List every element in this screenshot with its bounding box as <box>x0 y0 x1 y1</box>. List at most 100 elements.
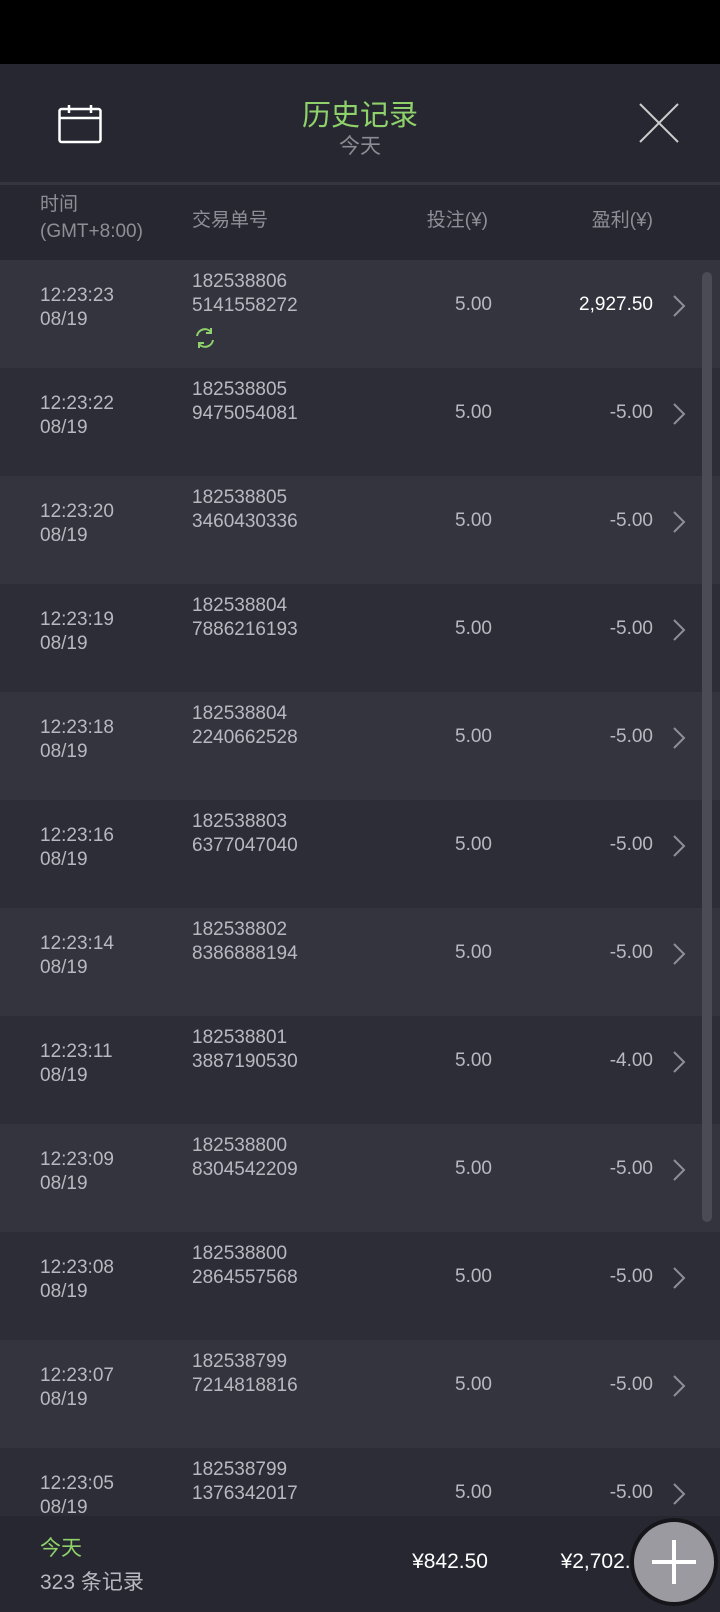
table-row[interactable]: 12:23:18 08/19 182538804 2240662528 5.00 -… <box>0 692 720 800</box>
profit-amount: -5.00 <box>609 510 653 531</box>
order-id-part1: 182538805 <box>192 379 288 400</box>
table-row[interactable]: 12:23:19 08/19 182538804 7886216193 5.00 -… <box>0 584 720 692</box>
chevron-right-icon[interactable] <box>672 510 686 534</box>
time-text: 12:23:14 <box>40 933 114 954</box>
chevron-right-icon[interactable] <box>672 1158 686 1182</box>
bet-amount: 5.00 <box>455 1050 492 1071</box>
row-time: 12:23:19 08/19 <box>40 608 114 656</box>
col-time: 时间 <box>40 194 79 215</box>
chevron-right-icon[interactable] <box>672 402 686 426</box>
row-time: 12:23:05 08/19 <box>40 1472 114 1516</box>
date-text: 08/19 <box>40 957 88 978</box>
table-row[interactable]: 12:23:14 08/19 182538802 8386888194 5.00 -… <box>0 908 720 1016</box>
bet-amount: 5.00 <box>455 834 492 855</box>
profit-amount: -5.00 <box>609 1482 653 1503</box>
header: 历史记录 今天 <box>0 64 720 185</box>
order-id-part1: 182538799 <box>192 1351 288 1372</box>
order-id-part2: 3887190530 <box>192 1051 298 1072</box>
chevron-right-icon[interactable] <box>672 1482 686 1506</box>
chevron-right-icon[interactable] <box>672 834 686 858</box>
chevron-right-icon[interactable] <box>672 726 686 750</box>
table-row[interactable]: 12:23:11 08/19 182538801 3887190530 5.00 -… <box>0 1016 720 1124</box>
date-text: 08/19 <box>40 1497 88 1516</box>
order-id-part2: 9475054081 <box>192 403 298 424</box>
chevron-right-icon[interactable] <box>672 1374 686 1398</box>
footer-period: 今天 <box>40 1537 82 1560</box>
record-count: 323 条记录 <box>40 1571 144 1594</box>
order-id: 182538802 8386888194 <box>192 918 298 966</box>
bet-amount: 5.00 <box>455 510 492 531</box>
time-text: 12:23:22 <box>40 393 114 414</box>
page-subtitle[interactable]: 今天 <box>339 135 381 158</box>
order-id: 182538804 2240662528 <box>192 702 298 750</box>
bet-amount: 5.00 <box>455 618 492 639</box>
time-text: 12:23:09 <box>40 1149 114 1170</box>
profit-amount: -5.00 <box>609 942 653 963</box>
table-row[interactable]: 12:23:20 08/19 182538805 3460430336 5.00 -… <box>0 476 720 584</box>
profit-amount: -5.00 <box>609 1158 653 1179</box>
date-text: 08/19 <box>40 1065 88 1086</box>
row-time: 12:23:23 08/19 <box>40 284 114 332</box>
time-text: 12:23:18 <box>40 717 114 738</box>
order-id-part1: 182538805 <box>192 487 288 508</box>
chevron-right-icon[interactable] <box>672 294 686 318</box>
scrollbar[interactable] <box>702 272 712 1222</box>
row-time: 12:23:22 08/19 <box>40 392 114 440</box>
order-id-part2: 3460430336 <box>192 511 298 532</box>
history-list: 12:23:23 08/19 182538806 5141558272 5.00 2… <box>0 260 720 1516</box>
col-timezone: (GMT+8:00) <box>40 221 143 242</box>
calendar-icon[interactable] <box>58 104 102 144</box>
bet-amount: 5.00 <box>455 1266 492 1287</box>
date-text: 08/19 <box>40 417 88 438</box>
order-id-part2: 5141558272 <box>192 295 298 316</box>
chevron-right-icon[interactable] <box>672 618 686 642</box>
time-text: 12:23:07 <box>40 1365 114 1386</box>
row-time: 12:23:20 08/19 <box>40 500 114 548</box>
profit-amount: -5.00 <box>609 618 653 639</box>
order-id: 182538804 7886216193 <box>192 594 298 642</box>
order-id: 182538799 7214818816 <box>192 1350 298 1398</box>
table-row[interactable]: 12:23:07 08/19 182538799 7214818816 5.00 -… <box>0 1340 720 1448</box>
time-text: 12:23:08 <box>40 1257 114 1278</box>
chevron-right-icon[interactable] <box>672 942 686 966</box>
profit-amount: 2,927.50 <box>579 294 653 315</box>
table-row[interactable]: 12:23:16 08/19 182538803 6377047040 5.00 -… <box>0 800 720 908</box>
date-text: 08/19 <box>40 309 88 330</box>
order-id-part1: 182538799 <box>192 1459 288 1480</box>
order-id-part2: 8386888194 <box>192 943 298 964</box>
order-id-part1: 182538802 <box>192 919 288 940</box>
table-row[interactable]: 12:23:09 08/19 182538800 8304542209 5.00 -… <box>0 1124 720 1232</box>
bet-amount: 5.00 <box>455 942 492 963</box>
profit-amount: -5.00 <box>609 402 653 423</box>
order-id: 182538805 3460430336 <box>192 486 298 534</box>
order-id-part1: 182538801 <box>192 1027 288 1048</box>
order-id: 182538800 8304542209 <box>192 1134 298 1182</box>
table-row[interactable]: 12:23:22 08/19 182538805 9475054081 5.00 -… <box>0 368 720 476</box>
order-id-part1: 182538806 <box>192 271 288 292</box>
chevron-right-icon[interactable] <box>672 1050 686 1074</box>
time-text: 12:23:11 <box>40 1041 113 1062</box>
time-text: 12:23:20 <box>40 501 114 522</box>
close-icon[interactable] <box>638 102 680 144</box>
add-button[interactable] <box>630 1518 718 1606</box>
profit-amount: -5.00 <box>609 726 653 747</box>
order-id: 182538800 2864557568 <box>192 1242 298 1290</box>
profit-amount: -5.00 <box>609 1374 653 1395</box>
order-id: 182538806 5141558272 <box>192 270 298 318</box>
table-row[interactable]: 12:23:23 08/19 182538806 5141558272 5.00 2… <box>0 260 720 368</box>
row-time: 12:23:14 08/19 <box>40 932 114 980</box>
table-row[interactable]: 12:23:05 08/19 182538799 1376342017 5.00 -… <box>0 1448 720 1516</box>
row-time: 12:23:18 08/19 <box>40 716 114 764</box>
table-row[interactable]: 12:23:08 08/19 182538800 2864557568 5.00 -… <box>0 1232 720 1340</box>
refresh-icon[interactable] <box>193 326 217 350</box>
order-id-part2: 2240662528 <box>192 727 298 748</box>
row-time: 12:23:08 08/19 <box>40 1256 114 1304</box>
date-text: 08/19 <box>40 1389 88 1410</box>
date-text: 08/19 <box>40 849 88 870</box>
chevron-right-icon[interactable] <box>672 1266 686 1290</box>
order-id-part1: 182538803 <box>192 811 288 832</box>
col-bet: 投注(¥) <box>426 210 488 231</box>
time-text: 12:23:16 <box>40 825 114 846</box>
col-order: 交易单号 <box>192 210 269 231</box>
bet-amount: 5.00 <box>455 402 492 423</box>
